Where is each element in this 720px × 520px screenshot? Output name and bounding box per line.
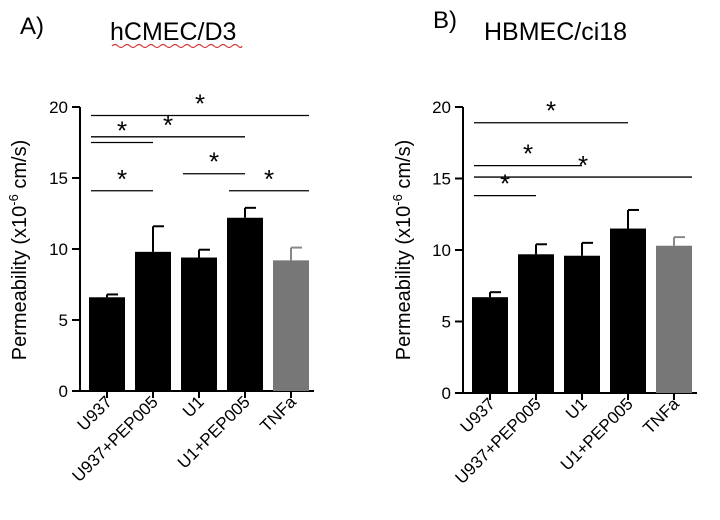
x-tick-label: TNFa	[639, 394, 683, 438]
significance-star: *	[209, 147, 219, 177]
bar	[273, 260, 309, 391]
y-tick-label: 15	[432, 170, 451, 189]
significance-star: *	[523, 139, 533, 169]
x-tick-label: U937	[457, 394, 499, 436]
x-tick-label: TNFa	[256, 392, 300, 436]
panel-a-letter: A)	[20, 13, 44, 40]
ylabel-exponent: -6	[390, 194, 405, 206]
ylabel-unit: cm/s)	[393, 140, 415, 194]
significance-star: *	[264, 164, 274, 194]
significance-star: *	[117, 164, 127, 194]
bar	[610, 228, 646, 393]
bar	[135, 251, 171, 391]
bar	[181, 257, 217, 391]
y-tick-label: 10	[49, 240, 68, 259]
y-tick-label: 0	[59, 382, 68, 401]
x-tick-label: U937	[74, 392, 116, 434]
significance-star: *	[500, 169, 510, 199]
bar	[564, 255, 600, 393]
bar	[227, 217, 263, 391]
y-tick-label: 20	[49, 98, 68, 117]
ylabel-main: Permeability (x10	[393, 206, 415, 361]
y-tick-label: 5	[442, 313, 451, 332]
panel-b-letter: B)	[433, 7, 457, 34]
significance-star: *	[546, 96, 556, 126]
panel-b-title: HBMEC/ci18	[484, 18, 627, 46]
y-tick-label: 5	[59, 311, 68, 330]
significance-star: *	[163, 110, 173, 140]
y-tick-label: 10	[432, 241, 451, 260]
ylabel-unit: cm/s)	[9, 140, 31, 194]
bar	[518, 254, 554, 393]
y-tick-label: 0	[442, 384, 451, 403]
significance-star: *	[578, 150, 588, 180]
spellcheck-underline	[111, 43, 243, 49]
bar	[89, 297, 125, 391]
bar	[656, 245, 692, 393]
panel-b-ylabel: Permeability (x10-6 cm/s)	[390, 140, 415, 361]
panel-a-title: hCMEC/D3	[110, 18, 236, 46]
significance-star: *	[117, 116, 127, 146]
bar	[472, 297, 508, 393]
x-tick-label: U1	[562, 394, 591, 423]
y-tick-label: 15	[49, 169, 68, 188]
panel-a-ylabel: Permeability (x10-6 cm/s)	[6, 140, 31, 361]
significance-star: *	[195, 89, 205, 119]
y-tick-label: 20	[432, 98, 451, 117]
ylabel-main: Permeability (x10	[9, 206, 31, 361]
x-tick-label: U1	[179, 392, 208, 421]
ylabel-exponent: -6	[6, 194, 21, 206]
